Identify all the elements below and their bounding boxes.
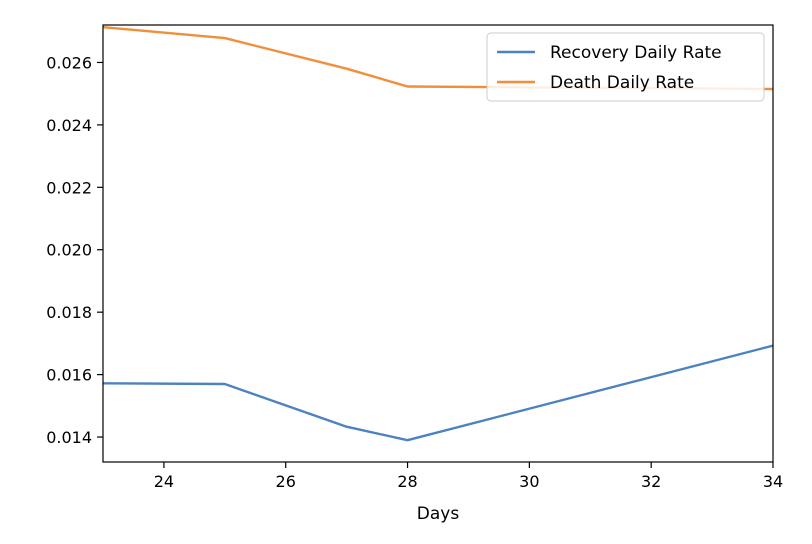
legend: Recovery Daily Rate Death Daily Rate [486, 32, 765, 102]
y-tick-label: 0.022 [46, 178, 92, 197]
series-line-recovery [103, 344, 773, 442]
x-axis: 24 26 28 30 32 34 [154, 462, 783, 491]
y-tick-label: 0.014 [46, 428, 92, 447]
plot-area-frame [102, 24, 774, 463]
x-tick-label: 26 [276, 472, 296, 491]
x-tick-label: 30 [519, 472, 539, 491]
y-tick-label: 0.020 [46, 241, 92, 260]
y-axis: 0.014 0.016 0.018 0.020 0.022 0.024 0.026 [46, 53, 103, 447]
x-tick-label: 28 [397, 472, 417, 491]
y-tick-label: 0.016 [46, 366, 92, 385]
y-tick-label: 0.024 [46, 116, 92, 135]
legend-item-label: Recovery Daily Rate [550, 43, 722, 63]
y-tick-label: 0.026 [46, 53, 92, 72]
legend-item-label: Death Daily Rate [550, 73, 694, 93]
y-tick-label: 0.018 [46, 303, 92, 322]
x-tick-label: 24 [154, 472, 174, 491]
x-tick-label: 34 [763, 472, 783, 491]
x-axis-label: Days [417, 504, 460, 524]
x-tick-label: 32 [641, 472, 661, 491]
legend-box [486, 32, 765, 102]
